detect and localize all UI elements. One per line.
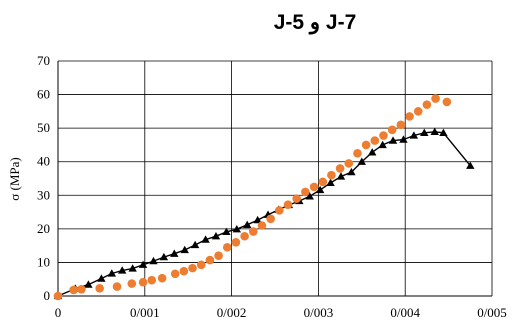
x-tick-label: 0/005	[477, 305, 507, 320]
data-point	[231, 237, 241, 247]
data-point	[442, 97, 452, 107]
data-point	[188, 263, 197, 273]
data-point	[149, 256, 158, 265]
data-point	[431, 94, 440, 103]
data-point	[420, 128, 429, 136]
x-tick-label: 0/003	[304, 305, 334, 320]
y-tick-label: 10	[37, 254, 50, 269]
x-tick-label: 0/004	[390, 305, 420, 320]
data-point	[214, 251, 223, 261]
data-point	[232, 224, 242, 233]
y-tick-label: 0	[44, 288, 51, 303]
data-point	[368, 148, 377, 156]
data-point	[309, 182, 319, 192]
data-point	[196, 260, 206, 270]
data-point	[243, 220, 252, 228]
data-point	[170, 269, 180, 279]
data-point	[257, 221, 267, 230]
data-point	[159, 252, 169, 261]
data-point	[97, 274, 106, 282]
y-tick-label: 30	[37, 187, 50, 202]
data-point	[396, 120, 406, 130]
y-axis-label: σ (MPa)	[7, 157, 22, 200]
tick-labels: 0 10 20 30 40 50 60 70 0 0/001 0/002 0/003 0/004 0/00…	[37, 53, 507, 320]
data-point	[190, 240, 200, 249]
y-tick-label: 20	[37, 221, 50, 236]
data-point	[283, 200, 293, 209]
data-point	[266, 214, 275, 224]
data-point	[466, 161, 475, 169]
data-point	[84, 280, 93, 288]
data-point	[275, 206, 284, 215]
y-tick-label: 40	[37, 154, 50, 169]
data-point	[430, 127, 439, 135]
data-point	[388, 136, 398, 144]
data-point	[409, 131, 419, 139]
data-point	[147, 275, 157, 285]
data-point	[138, 277, 148, 287]
data-point	[128, 264, 137, 272]
data-point	[361, 140, 371, 150]
y-tick-label: 50	[37, 120, 50, 135]
series-triangle	[53, 127, 475, 300]
data-point	[305, 192, 314, 200]
series-circle	[53, 94, 452, 301]
data-point	[292, 194, 302, 203]
data-point	[318, 177, 328, 187]
grid	[57, 60, 493, 297]
data-point	[77, 284, 86, 294]
data-point	[357, 157, 366, 165]
data-point	[127, 279, 137, 288]
chart-title: J-7 و J-5	[274, 11, 357, 35]
data-point	[379, 131, 388, 140]
data-point	[378, 140, 387, 149]
data-point	[422, 100, 432, 109]
y-tick-label: 60	[37, 87, 50, 102]
data-point	[301, 187, 310, 197]
data-point	[347, 167, 356, 176]
data-point	[53, 291, 63, 301]
data-point	[201, 235, 210, 243]
data-point	[107, 269, 117, 277]
data-point	[222, 243, 232, 252]
data-point	[95, 283, 104, 293]
axes	[57, 61, 492, 297]
data-point	[344, 159, 354, 168]
x-tick-label: 0/002	[217, 305, 247, 320]
data-point	[112, 282, 122, 291]
data-point	[211, 232, 221, 240]
data-point	[405, 112, 414, 121]
data-point	[413, 107, 423, 116]
data-point	[439, 128, 448, 136]
data-point	[335, 164, 345, 173]
x-tick-label: 0	[55, 305, 62, 320]
data-point	[240, 231, 249, 241]
series	[53, 94, 475, 301]
data-point	[170, 249, 179, 257]
data-point	[222, 227, 231, 236]
data-point	[315, 185, 325, 194]
x-tick-label: 0/001	[130, 305, 160, 320]
data-point	[326, 178, 335, 187]
data-point	[327, 170, 336, 180]
data-point	[179, 266, 189, 276]
data-point	[370, 136, 380, 145]
data-point	[387, 125, 397, 135]
data-point	[157, 273, 167, 283]
data-point	[180, 245, 189, 254]
data-point	[205, 255, 215, 265]
data-point	[138, 260, 148, 268]
data-point	[399, 135, 408, 143]
data-point	[249, 227, 258, 236]
y-tick-label: 70	[37, 53, 50, 68]
data-point	[118, 266, 127, 274]
data-point	[253, 215, 262, 224]
data-point	[69, 285, 78, 295]
data-point	[336, 172, 346, 180]
data-point	[353, 149, 362, 158]
